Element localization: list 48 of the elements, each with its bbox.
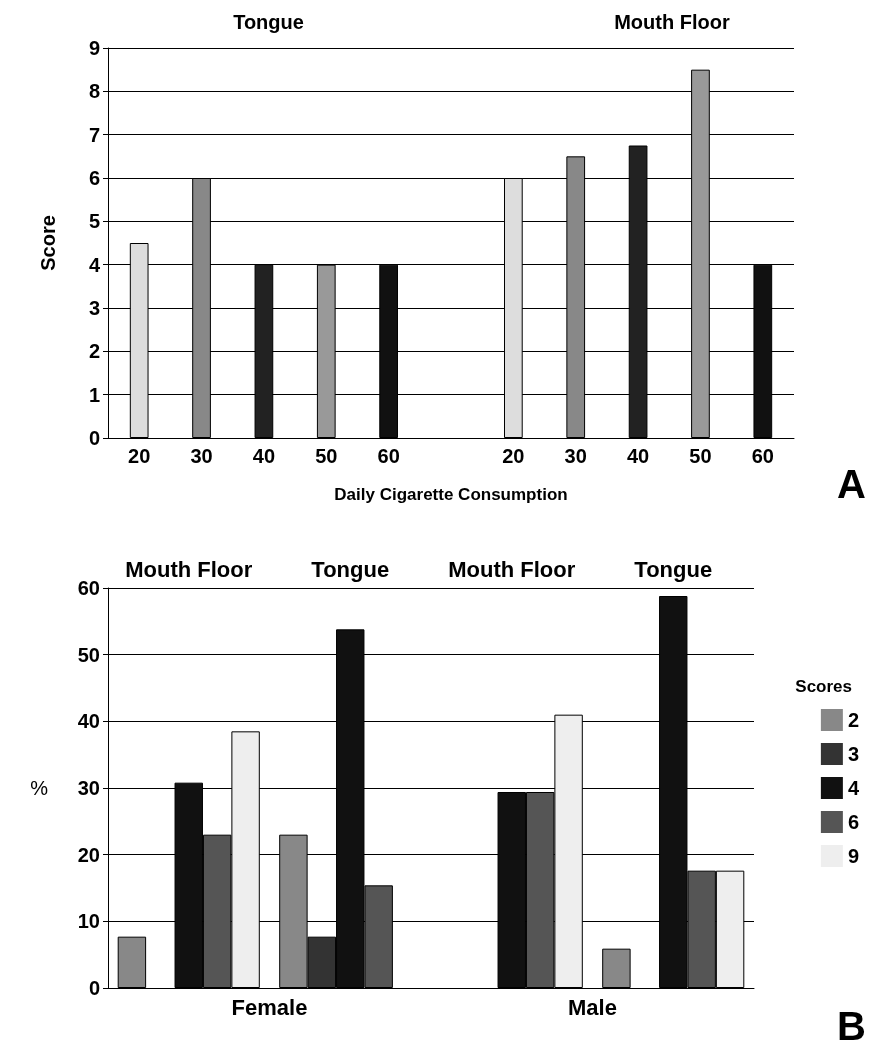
y-tick-label: 7 [88, 123, 100, 146]
x-tick-label: Mouth Floor [125, 556, 253, 582]
y-tick-label: 1 [88, 383, 100, 406]
x-tick-label: Tongue [311, 556, 390, 582]
text: Tongue [233, 11, 304, 33]
x-tick-label: Tongue [634, 556, 713, 582]
x-tick-label: 60 [377, 445, 400, 467]
x-tick-label: 20 [502, 445, 525, 467]
text: B [837, 1004, 866, 1048]
x-tick-label: 20 [128, 445, 151, 467]
y-tick-label: 60 [77, 577, 100, 599]
y-tick-label: 0 [88, 977, 100, 999]
legend-label: 9 [847, 845, 859, 867]
y-tick-label: 5 [88, 210, 100, 233]
x-tick-label: 40 [626, 445, 650, 467]
y-tick-label: 0 [88, 427, 100, 449]
legend-label: 4 [847, 777, 860, 799]
text: Female [231, 994, 308, 1020]
x-tick-label: 50 [689, 445, 712, 467]
legend-label: 3 [847, 743, 859, 765]
y-tick-label: 2 [88, 340, 100, 363]
y-tick-label: 40 [77, 710, 100, 733]
x-tick-label: 50 [315, 445, 338, 467]
x-tick-label: 30 [190, 445, 213, 467]
y-tick-label: 10 [77, 910, 100, 933]
x-tick-label: 30 [564, 445, 587, 467]
bar [117, 936, 147, 988]
legend-title: Scores [795, 677, 852, 696]
x-tick-label: 60 [751, 445, 774, 467]
y-tick-label: 8 [88, 80, 100, 103]
y-axis-title: % [30, 777, 49, 799]
legend-label: 2 [847, 709, 859, 731]
bar [602, 948, 631, 988]
x-tick-label: Mouth Floor [448, 556, 576, 582]
y-tick-label: 3 [88, 297, 100, 319]
x-tick-label: 40 [252, 445, 276, 467]
y-tick-label: 9 [88, 37, 100, 59]
y-tick-label: 4 [88, 253, 101, 276]
y-tick-label: 6 [88, 167, 100, 189]
text: Male [568, 994, 617, 1020]
text: Mouth Floor [614, 11, 730, 33]
y-tick-label: 50 [77, 643, 100, 666]
x-axis-title: Daily Cigarette Consumption [334, 485, 568, 504]
text: A [837, 462, 866, 506]
legend-label: 6 [847, 811, 859, 833]
y-axis-title: Score [37, 215, 59, 271]
y-tick-label: 30 [77, 777, 100, 799]
y-tick-label: 20 [77, 843, 100, 866]
